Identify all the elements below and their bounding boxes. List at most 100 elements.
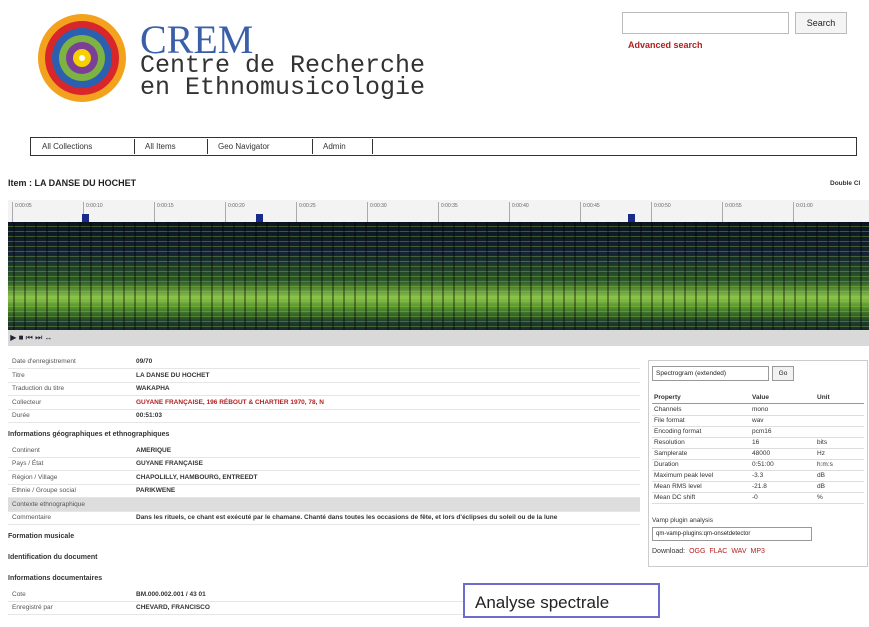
tick <box>793 202 794 222</box>
property-cell: dB <box>817 481 825 492</box>
field-label: Titre <box>12 369 130 382</box>
field-value: 00:51:03 <box>136 409 636 422</box>
tick-label: 0:00:10 <box>86 203 103 209</box>
field-value: GUYANE FRANÇAISE, 196 RÉBOUT & CHARTIER … <box>136 396 636 409</box>
metadata-row: Contexte ethnographique <box>8 498 640 512</box>
metadata-row: Collecteur GUYANE FRANÇAISE, 196 RÉBOUT &… <box>8 396 640 410</box>
tick-label: 0:01:00 <box>796 203 813 209</box>
tick-label: 0:00:20 <box>228 203 245 209</box>
tick-label: 0:00:45 <box>583 203 600 209</box>
analysis-select[interactable]: Spectrogram (extended) <box>652 366 769 381</box>
tick-label: 0:00:40 <box>512 203 529 209</box>
field-value: PARIKWENE <box>136 484 636 497</box>
tick-label: 0:00:30 <box>370 203 387 209</box>
tick <box>225 202 226 222</box>
tick <box>296 202 297 222</box>
download-link[interactable]: MP3 <box>751 548 765 555</box>
property-cell: Maximum peak level <box>654 470 713 481</box>
property-row: Mean DC shift-0% <box>652 492 864 504</box>
property-cell: -0 <box>752 492 758 503</box>
download-link[interactable]: OGG <box>689 548 705 555</box>
nav-tab[interactable]: All Collections <box>32 139 92 154</box>
property-cell: File format <box>654 415 685 426</box>
property-cell: bits <box>817 437 827 448</box>
go-button[interactable]: Go <box>772 366 794 381</box>
property-cell: Mean RMS level <box>654 481 702 492</box>
field-value: 09/70 <box>136 355 636 368</box>
metadata-row: Pays / État GUYANE FRANÇAISE <box>8 457 640 471</box>
field-label: Région / Village <box>12 471 130 484</box>
marker[interactable] <box>628 214 635 222</box>
metadata-row: Date d'enregistrement 09/70 <box>8 355 640 369</box>
field-value: GUYANE FRANÇAISE <box>136 457 636 470</box>
tick-label: 0:00:50 <box>654 203 671 209</box>
property-cell: Encoding format <box>654 426 701 437</box>
tick-label: 0:00:55 <box>725 203 742 209</box>
field-value: Dans les rituels, ce chant est exécuté p… <box>136 511 636 524</box>
property-cell: h:m:s <box>817 459 833 470</box>
metadata-row: Ethnie / Groupe social PARIKWENE <box>8 484 640 498</box>
field-value: WAKAPHA <box>136 382 636 395</box>
property-cell: dB <box>817 470 825 481</box>
field-label: Commentaire <box>12 511 130 524</box>
field-label: Date d'enregistrement <box>12 355 130 368</box>
field-value: AMERIQUE <box>136 444 636 457</box>
nav-tab[interactable]: Geo Navigator <box>207 139 270 154</box>
section-header[interactable]: Informations géographiques et ethnograph… <box>8 431 169 438</box>
tick <box>580 202 581 222</box>
field-label: Enregistré par <box>12 601 130 614</box>
search-button[interactable]: Search <box>795 12 847 34</box>
tick <box>509 202 510 222</box>
tick <box>651 202 652 222</box>
marker[interactable] <box>82 214 89 222</box>
marker[interactable] <box>256 214 263 222</box>
site-subtitle: en Ethnomusicologie <box>140 77 425 99</box>
column-header: Value <box>752 392 769 403</box>
section-header[interactable]: Informations documentaires <box>8 575 102 582</box>
field-label: Pays / État <box>12 457 130 470</box>
property-cell: Channels <box>654 404 681 415</box>
side-link[interactable]: Double Cl <box>830 180 860 187</box>
property-cell: wav <box>752 415 764 426</box>
column-header: Property <box>654 392 681 403</box>
tick <box>438 202 439 222</box>
field-label: Contexte ethnographique <box>12 498 130 511</box>
field-label: Ethnie / Groupe social <box>12 484 130 497</box>
download-link[interactable]: WAV <box>731 548 746 555</box>
field-value: CHAPOLILLY, HAMBOURG, ENTREEDT <box>136 471 636 484</box>
section-header[interactable]: Identification du document <box>8 554 97 561</box>
vamp-select[interactable]: qm-vamp-plugins:qm-onsetdetector <box>652 527 812 541</box>
field-label: Collecteur <box>12 396 130 409</box>
metadata-row: Région / Village CHAPOLILLY, HAMBOURG, EN… <box>8 471 640 485</box>
tick-label: 0:00:15 <box>157 203 174 209</box>
field-label: Durée <box>12 409 130 422</box>
tick-label: 0:00:25 <box>299 203 316 209</box>
field-label: Continent <box>12 444 130 457</box>
advanced-search-link[interactable]: Advanced search <box>628 40 703 50</box>
tick <box>154 202 155 222</box>
player-controls[interactable]: ▶ ■ ⏮ ⏭ ↔ <box>8 330 869 346</box>
property-cell: Hz <box>817 448 825 459</box>
logo <box>30 8 140 108</box>
tick <box>722 202 723 222</box>
spectrogram[interactable] <box>8 222 869 330</box>
property-cell: 16 <box>752 437 759 448</box>
metadata-row: Durée 00:51:03 <box>8 409 640 423</box>
caption: Analyse spectrale <box>463 583 660 618</box>
section-header[interactable]: Formation musicale <box>8 533 74 540</box>
page: CREM Centre de Recherche en Ethnomusicol… <box>0 0 869 627</box>
property-cell: mono <box>752 404 768 415</box>
download-link[interactable]: FLAC <box>709 548 727 555</box>
nav-tab[interactable]: Admin <box>312 139 346 154</box>
metadata-row: Commentaire Dans les rituels, ce chant es… <box>8 511 640 525</box>
metadata-row: Continent AMERIQUE <box>8 444 640 458</box>
property-cell: Mean DC shift <box>654 492 695 503</box>
property-cell: -21.8 <box>752 481 767 492</box>
property-cell: Resolution <box>654 437 685 448</box>
property-cell: -3.3 <box>752 470 763 481</box>
nav-tab[interactable]: All Items <box>134 139 176 154</box>
vamp-label: Vamp plugin analysis <box>652 517 713 524</box>
search-input[interactable] <box>622 12 789 34</box>
property-cell: pcm16 <box>752 426 772 437</box>
